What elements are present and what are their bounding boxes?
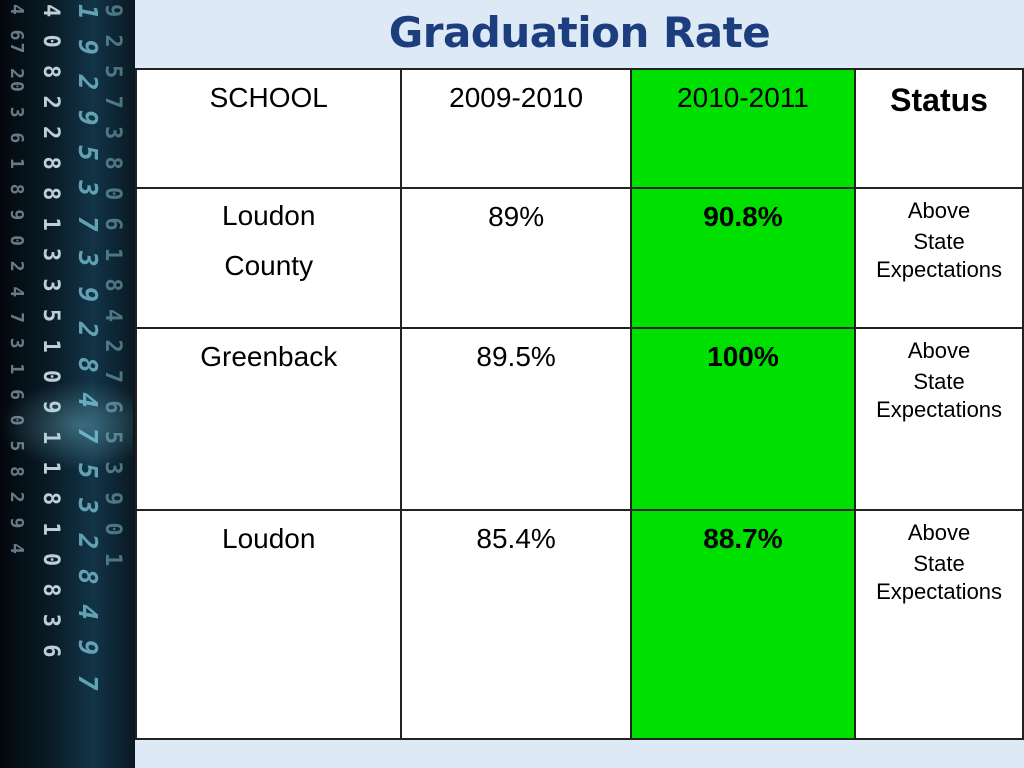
status-cell: Above State Expectations: [854, 509, 1024, 740]
rate-2009-2010: 89%: [400, 187, 632, 329]
status-line: State: [913, 369, 965, 394]
header-2009-2010: 2009-2010: [400, 68, 632, 189]
table-row: Loudon County 89% 90.8% Above State Expect…: [134, 187, 1024, 329]
header-status: Status: [854, 68, 1024, 189]
status-cell: Above State Expectations: [854, 187, 1024, 329]
status-line: Above: [907, 520, 971, 545]
status-line: Expectations: [876, 579, 1003, 604]
status-line: State: [913, 229, 965, 254]
rate-2010-2011: 100%: [629, 327, 857, 511]
status-line: Expectations: [876, 257, 1003, 282]
graduation-rate-table: SCHOOL 2009-2010 2010-2011 Status Loudon…: [134, 68, 1024, 740]
slide-title: Graduation Rate: [388, 8, 771, 57]
table-row: Loudon 85.4% 88.7% Above State Expectation…: [134, 509, 1024, 740]
status-line: State: [913, 551, 965, 576]
decorative-digital-numbers-strip: 4 67 20 3 6 1 8 9 0 2 4 7 3 1 6 0 5 8 2 …: [0, 0, 135, 768]
table-row: Greenback 89.5% 100% Above State Expectati…: [134, 327, 1024, 511]
rate-2010-2011: 88.7%: [629, 509, 857, 740]
status-line: Expectations: [876, 397, 1003, 422]
school-name: Loudon County: [134, 187, 403, 329]
school-name-text: Loudon County: [222, 200, 316, 281]
header-school: SCHOOL: [134, 68, 403, 189]
rate-2010-2011: 90.8%: [629, 187, 857, 329]
school-name: Greenback: [134, 327, 403, 511]
header-2010-2011: 2010-2011: [629, 68, 857, 189]
status-cell: Above State Expectations: [854, 327, 1024, 511]
table-header-row: SCHOOL 2009-2010 2010-2011 Status: [134, 68, 1024, 189]
rate-2009-2010: 89.5%: [400, 327, 632, 511]
status-line: Above: [907, 198, 971, 223]
school-name: Loudon: [134, 509, 403, 740]
rate-2009-2010: 85.4%: [400, 509, 632, 740]
status-line: Above: [907, 338, 971, 363]
